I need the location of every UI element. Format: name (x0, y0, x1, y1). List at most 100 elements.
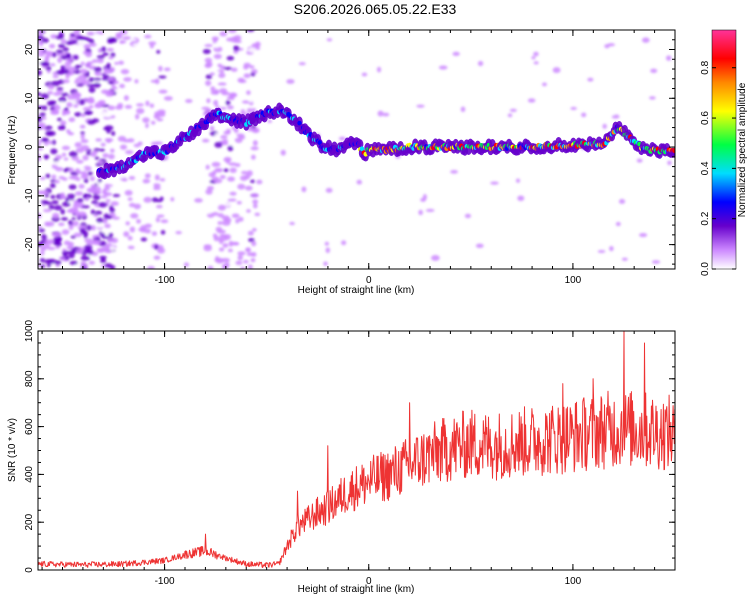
spectrogram-noise-blob (76, 198, 84, 203)
spectrogram-noise-blob (247, 230, 254, 236)
spectrogram-noise-blob (61, 92, 69, 97)
spectrogram-noise-blob (196, 164, 205, 168)
spec-x-tick-label: 0 (366, 275, 372, 286)
spectrogram-noise-blob (250, 193, 259, 198)
spectrogram-y-axis-label: Frequency (Hz) (7, 116, 18, 185)
spectrogram-noise-blob (229, 191, 237, 196)
spectrogram-noise-blob (112, 193, 121, 198)
spectrogram-noise-blob (61, 201, 71, 207)
spectrogram-noise-blob (505, 41, 513, 48)
spectrogram-noise-blob (86, 241, 94, 246)
spectrogram-noise-blob (90, 209, 96, 215)
spectrogram-noise-blob (609, 245, 614, 252)
spectrogram-noise-blob (561, 199, 567, 204)
spectrogram-noise-blob (490, 181, 499, 185)
colorbar-tick-label: 0.0 (700, 262, 711, 276)
spectrogram-noise-blob (604, 44, 610, 49)
spectrogram-noise-blob (56, 49, 64, 54)
spectrogram-noise-blob (52, 52, 57, 58)
spectrogram-noise-blob (124, 250, 131, 255)
spectrogram-noise-blob (41, 61, 50, 67)
spectrogram-noise-blob (120, 68, 130, 75)
spectrogram-noise-blob (102, 153, 109, 158)
spectrogram-noise-blob (44, 154, 49, 160)
spectrogram-noise-blob (38, 147, 44, 151)
spectrogram-noise-blob (84, 62, 92, 68)
spectrogram-noise-blob (72, 99, 77, 105)
spectrogram-noise-blob (61, 229, 70, 235)
spectrogram-noise-blob (325, 187, 333, 193)
spectrogram-noise-blob (649, 96, 656, 100)
spectrogram-noise-blob (82, 106, 91, 111)
spectrogram-noise-blob (63, 168, 69, 173)
spectrogram-noise-blob (76, 83, 84, 87)
spectrogram-noise-blob (94, 104, 101, 108)
spectrogram-noise-blob (249, 179, 256, 184)
spectrogram-noise-blob (477, 60, 484, 67)
spectrogram-noise-blob (99, 148, 105, 152)
spectrogram-noise-blob (98, 37, 103, 42)
spectrogram-noise-blob (61, 145, 71, 151)
spectrogram-noise-blob (208, 172, 216, 178)
spectrogram-noise-blob (277, 206, 285, 212)
spectrogram-noise-blob (246, 90, 251, 95)
spectrogram-noise-blob (124, 190, 133, 196)
spectrogram-noise-blob (154, 78, 160, 85)
spectrogram-noise-blob (98, 101, 106, 106)
spectrogram-noise-blob (219, 235, 228, 242)
spectrogram-noise-blob (111, 130, 116, 136)
spectrogram-noise-blob (67, 131, 75, 136)
spectrogram-noise-blob (238, 79, 247, 83)
spectrogram-noise-blob (517, 195, 525, 202)
spectrogram-noise-blob (149, 103, 155, 108)
spectrogram-noise-blob (89, 104, 94, 109)
spectrogram-noise-blob (202, 48, 211, 54)
spectrogram-noise-blob (68, 175, 75, 180)
spectrogram-noise-blob (39, 176, 46, 181)
spec-y-tick-label: 20 (24, 44, 35, 56)
spectrogram-noise-blob (112, 80, 119, 84)
spectrogram-noise-blob (298, 62, 306, 66)
spectrogram-noise-blob (214, 42, 220, 49)
spectrogram-noise-blob (61, 152, 67, 157)
snr-y-tick-label: 400 (24, 466, 35, 483)
spectrogram-noise-blob (228, 240, 234, 247)
spectrogram-noise-blob (231, 213, 240, 219)
colorbar-tick-label: 0.4 (700, 161, 711, 175)
spectrogram-noise-blob (250, 258, 256, 263)
spectrogram-noise-blob (52, 71, 58, 76)
spectrogram-y-ticks: 20 10 0 -10 -20 (24, 29, 675, 265)
spectrogram-noise-blob (243, 259, 249, 264)
spectrogram-noise-blob (136, 218, 141, 224)
spectrogram-noise-blob (101, 73, 107, 78)
spectrogram-noise-blob (104, 263, 113, 268)
spectrogram-noise-blob (70, 171, 79, 176)
spectrogram-noise-blob (68, 39, 78, 45)
spectrogram-noise-blob (84, 238, 94, 243)
spectrogram-noise-blob (51, 232, 61, 238)
snr-y-axis-label: SNR (10 * v/v) (7, 418, 18, 482)
spectrogram-noise-blob (227, 105, 234, 110)
spectrogram-noise-blob (514, 97, 523, 103)
colorbar-gradient (711, 29, 737, 270)
spectrogram-noise-blob (539, 104, 548, 108)
spectrogram-noise-blob (97, 160, 103, 165)
spec-x-tick-label: -100 (155, 275, 175, 286)
spectrogram-noise-blob (108, 153, 115, 160)
spectrogram-noise-blob (44, 259, 53, 264)
spec-y-tick-label: 0 (24, 144, 35, 150)
spectrogram-noise-blob (156, 50, 161, 54)
spectrogram-noise-blob (360, 95, 369, 102)
spectrogram-noise-blob (75, 211, 80, 218)
spectrogram-ridge-core (672, 148, 675, 153)
spectrogram-noise-blob (43, 208, 52, 213)
spectrogram-noise-blob (38, 70, 43, 76)
spectrogram-noise-blob (592, 153, 597, 160)
spectrogram-noise-blob (62, 109, 71, 116)
spectrogram-noise-blob (68, 224, 74, 230)
spectrogram-noise-blob (341, 240, 347, 246)
spectrogram-noise-blob (73, 55, 79, 60)
spectrogram-noise-blob (105, 33, 112, 38)
spectrogram-noise-blob (238, 235, 244, 241)
spectrogram-noise-blob (127, 245, 135, 250)
